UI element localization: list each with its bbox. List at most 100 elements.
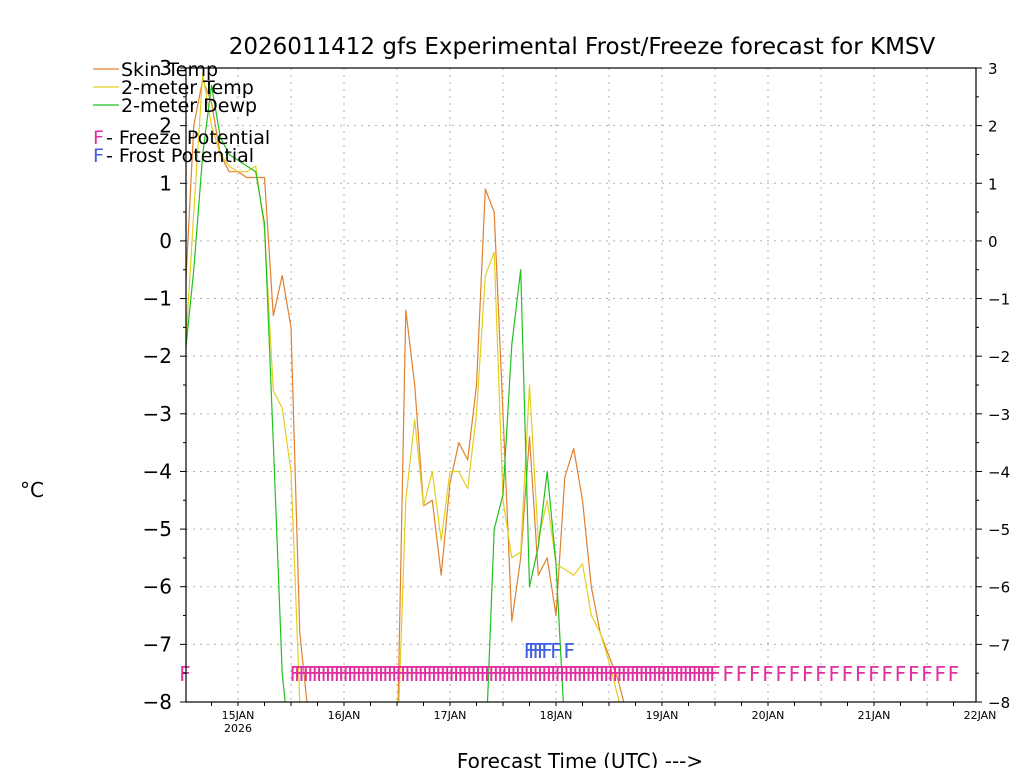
freeze-potential-mark: F bbox=[665, 662, 677, 686]
y-tick-label: 1 bbox=[159, 171, 172, 195]
freeze-potential-mark: F bbox=[457, 662, 469, 686]
freeze-potential-mark: F bbox=[546, 662, 558, 686]
freeze-potential-mark: F bbox=[325, 662, 337, 686]
freeze-potential-mark: F bbox=[572, 662, 584, 686]
freeze-potential-mark: F bbox=[762, 662, 774, 686]
freeze-potential-mark: F bbox=[647, 662, 659, 686]
freeze-potential-mark: F bbox=[449, 662, 461, 686]
freeze-potential-mark: F bbox=[321, 662, 333, 686]
y-tick-label-right: −2 bbox=[988, 348, 1010, 366]
freeze-potential-mark: F bbox=[577, 662, 589, 686]
freeze-potential-mark: F bbox=[519, 662, 531, 686]
freeze-potential-mark: F bbox=[687, 662, 699, 686]
x-tick-label: 17JAN bbox=[434, 709, 467, 722]
freeze-potential-mark: F bbox=[480, 662, 492, 686]
y-tick-label-right: −7 bbox=[988, 636, 1010, 654]
freeze-potential-mark: F bbox=[696, 662, 708, 686]
freeze-potential-mark: F bbox=[444, 662, 456, 686]
freeze-potential-mark: F bbox=[541, 662, 553, 686]
freeze-potential-mark: F bbox=[409, 662, 421, 686]
freeze-potential-mark: F bbox=[581, 662, 593, 686]
freeze-potential-mark: F bbox=[343, 662, 355, 686]
freeze-potential-mark: F bbox=[608, 662, 620, 686]
freeze-potential-mark: F bbox=[599, 662, 611, 686]
freeze-potential-mark: F bbox=[497, 662, 509, 686]
freeze-potential-mark: F bbox=[374, 662, 386, 686]
freeze-potential-mark: F bbox=[683, 662, 695, 686]
freeze-potential-mark: F bbox=[674, 662, 686, 686]
freeze-potential-mark: F bbox=[484, 662, 496, 686]
freeze-potential-mark: F bbox=[413, 662, 425, 686]
freeze-potential-mark: F bbox=[789, 662, 801, 686]
freeze-potential-mark: F bbox=[471, 662, 483, 686]
frost-potential-mark: F bbox=[541, 639, 553, 663]
freeze-potential-mark: F bbox=[303, 662, 315, 686]
freeze-potential-mark: F bbox=[634, 662, 646, 686]
freeze-potential-mark: F bbox=[842, 662, 854, 686]
freeze-potential-mark: F bbox=[692, 662, 704, 686]
freeze-potential-mark: F bbox=[568, 662, 580, 686]
freeze-potential-mark: F bbox=[603, 662, 615, 686]
chart-title: 2026011412 gfs Experimental Frost/Freeze… bbox=[229, 34, 936, 60]
freeze-potential-mark: F bbox=[427, 662, 439, 686]
grid bbox=[186, 68, 976, 702]
freeze-potential-mark: F bbox=[616, 662, 628, 686]
freeze-potential-mark: F bbox=[316, 662, 328, 686]
freeze-potential-mark: F bbox=[422, 662, 434, 686]
y-tick-label-right: 0 bbox=[988, 233, 998, 251]
freeze-potential-mark: F bbox=[656, 662, 668, 686]
freeze-potential-mark: F bbox=[815, 662, 827, 686]
y-tick-label-right: −6 bbox=[988, 579, 1010, 597]
freeze-potential-mark: F bbox=[612, 662, 624, 686]
y-axis-left: 3 2 1 0 −1 −2 −3 −4 −5 −6 −7 −8 bbox=[143, 56, 186, 714]
y-tick-label: −5 bbox=[143, 517, 172, 541]
legend-label: 2-meter Dewp bbox=[121, 95, 257, 117]
freeze-potential-mark: F bbox=[555, 662, 567, 686]
legend-marker-symbol: F bbox=[93, 127, 104, 149]
freeze-potential-mark: F bbox=[365, 662, 377, 686]
y-tick-label: −4 bbox=[143, 459, 172, 483]
freeze-potential-mark: F bbox=[462, 662, 474, 686]
freeze-potential-mark: F bbox=[630, 662, 642, 686]
freeze-potential-mark: F bbox=[387, 662, 399, 686]
freeze-potential-mark: F bbox=[855, 662, 867, 686]
x-tick-label: 21JAN bbox=[858, 709, 891, 722]
freeze-potential-mark: F bbox=[400, 662, 412, 686]
frost-potential-mark: F bbox=[550, 639, 562, 663]
freeze-potential-mark: F bbox=[466, 662, 478, 686]
x-tick-label: 22JAN bbox=[964, 709, 997, 722]
frost-potential-mark: F bbox=[533, 639, 545, 663]
frost-potential-mark: F bbox=[563, 639, 575, 663]
freeze-potential-mark: F bbox=[533, 662, 545, 686]
freeze-potential-mark: F bbox=[828, 662, 840, 686]
frost-potential-mark: F bbox=[524, 639, 536, 663]
freeze-potential-mark: F bbox=[709, 662, 721, 686]
freeze-potential-mark: F bbox=[528, 662, 540, 686]
y-axis-right: 3 2 1 0 −1 −2 −3 −4 −5 −6 −7 −8 bbox=[976, 60, 1010, 712]
frost-potential-mark: F bbox=[528, 639, 540, 663]
freeze-potential-mark: F bbox=[347, 662, 359, 686]
y-tick-label: 0 bbox=[159, 229, 172, 253]
y-tick-label-right: −5 bbox=[988, 521, 1010, 539]
plot-area bbox=[186, 73, 625, 702]
freeze-potential-mark: F bbox=[179, 662, 191, 686]
freeze-potential-mark: F bbox=[559, 662, 571, 686]
freeze-potential-mark: F bbox=[382, 662, 394, 686]
freeze-potential-mark: F bbox=[625, 662, 637, 686]
freeze-potential-mark: F bbox=[775, 662, 787, 686]
freeze-potential-mark: F bbox=[391, 662, 403, 686]
freeze-potential-mark: F bbox=[594, 662, 606, 686]
freeze-potential-mark: F bbox=[563, 662, 575, 686]
y-tick-label-right: 1 bbox=[988, 175, 998, 193]
freeze-potential-mark: F bbox=[881, 662, 893, 686]
y-tick-label-right: 2 bbox=[988, 118, 998, 136]
y-tick-label-right: −1 bbox=[988, 291, 1010, 309]
legend-marker-symbol: F bbox=[93, 145, 104, 167]
freeze-potential-mark: F bbox=[510, 662, 522, 686]
freeze-potential-mark: F bbox=[705, 662, 717, 686]
freeze-potential-mark: F bbox=[312, 662, 324, 686]
freeze-potential-mark: F bbox=[435, 662, 447, 686]
legend-label: 2-meter Temp bbox=[121, 77, 254, 99]
